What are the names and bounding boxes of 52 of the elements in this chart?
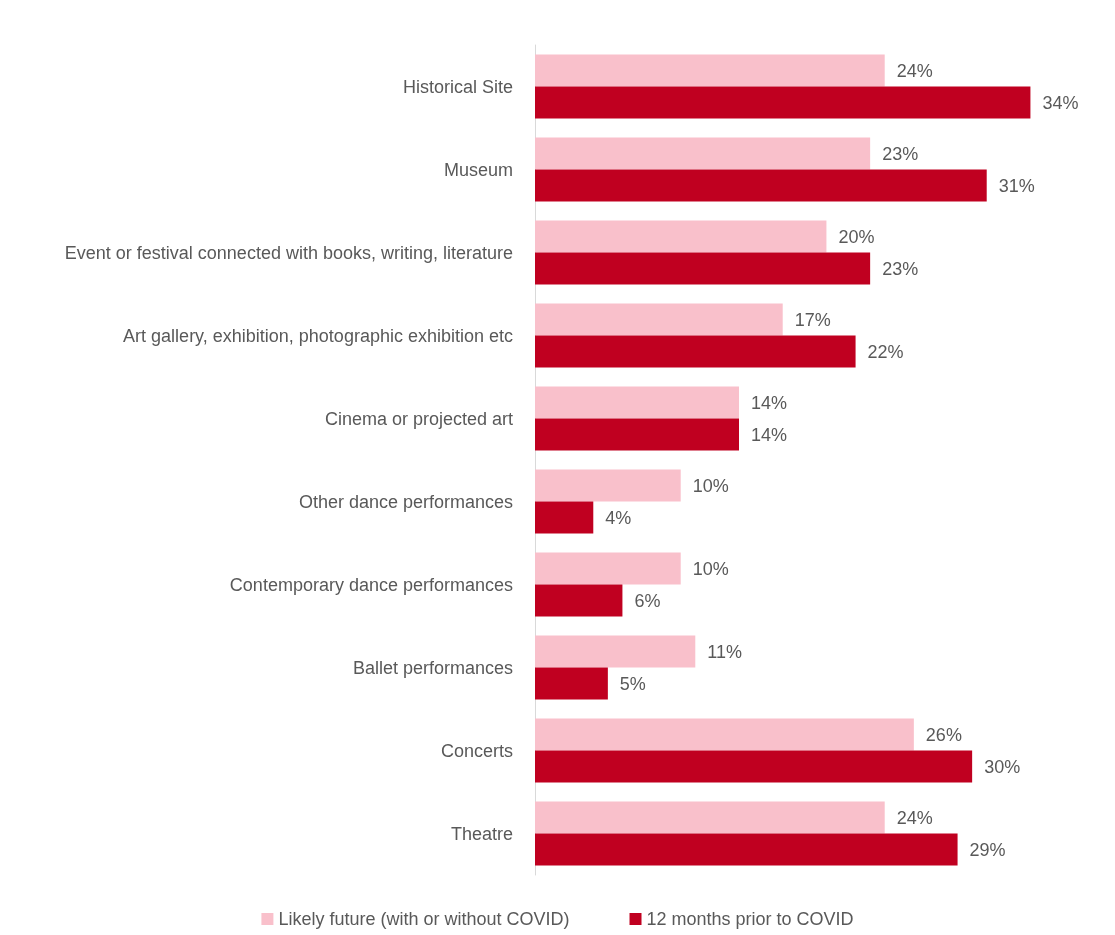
bar (535, 501, 594, 534)
y-tick-label: Cinema or projected art (324, 408, 513, 429)
y-tick-label: Event or festival connected with books, writing, literature (64, 242, 513, 263)
data-label: 14% (751, 392, 788, 413)
bar (535, 220, 827, 253)
bar (535, 833, 958, 866)
y-tick-label: Concerts (440, 740, 513, 761)
data-label: 5% (619, 673, 646, 694)
data-label: 24% (896, 60, 933, 81)
bar (535, 418, 739, 451)
data-label: 10% (692, 558, 729, 579)
bar (535, 469, 681, 502)
data-label: 17% (794, 309, 831, 330)
y-tick-label: Historical Site (402, 76, 513, 97)
y-tick-label: Ballet performances (352, 657, 513, 678)
data-label: 10% (692, 475, 729, 496)
y-tick-label: Museum (443, 159, 513, 180)
bar (535, 801, 885, 834)
data-label: 34% (1042, 92, 1079, 113)
data-label: 29% (969, 839, 1006, 860)
bar (535, 335, 856, 368)
bar (535, 718, 914, 751)
y-tick-label: Art gallery, exhibition, photographic exhibition etc (123, 325, 513, 346)
bar (535, 137, 871, 170)
bar (535, 635, 696, 668)
data-label: 6% (634, 590, 661, 611)
bar (535, 169, 987, 202)
data-label: 11% (707, 641, 742, 662)
bar (535, 750, 973, 783)
data-label: 20% (838, 226, 875, 247)
bar (535, 252, 871, 285)
data-label: 4% (605, 507, 632, 528)
y-tick-label: Contemporary dance performances (229, 574, 513, 595)
data-label: 23% (882, 258, 919, 279)
data-label: 22% (867, 341, 904, 362)
y-tick-label: Other dance performances (298, 491, 513, 512)
data-label: 24% (896, 807, 933, 828)
data-label: 31% (998, 175, 1035, 196)
legend-label: 12 months prior to COVID (646, 909, 854, 929)
bar (535, 386, 739, 419)
legend-label: Likely future (with or without COVID) (278, 909, 570, 929)
data-label: 26% (925, 724, 962, 745)
data-label: 14% (751, 424, 788, 445)
bar (535, 667, 608, 700)
y-tick-label: Theatre (450, 823, 513, 844)
bar (535, 303, 783, 336)
data-label: 23% (882, 143, 919, 164)
bar (535, 54, 885, 87)
data-label: 30% (984, 756, 1021, 777)
bar (535, 86, 1031, 119)
bar (535, 584, 623, 617)
bar (535, 552, 681, 585)
